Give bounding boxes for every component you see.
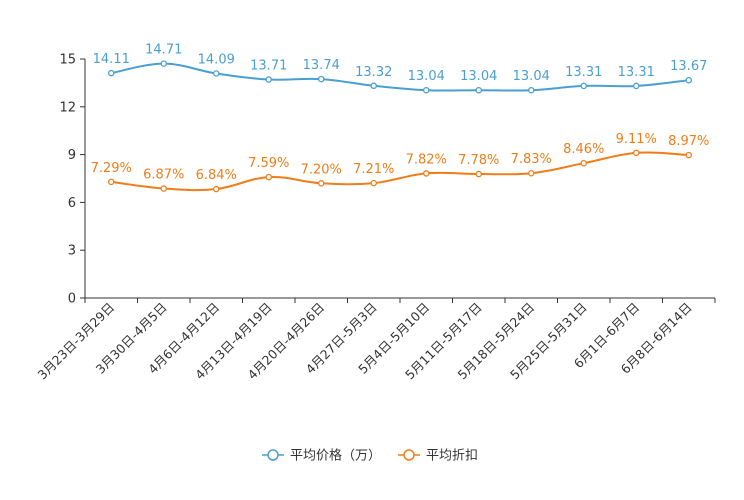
series-line-avg-discount xyxy=(111,151,689,192)
data-label: 7.82% xyxy=(406,152,447,167)
data-point[interactable] xyxy=(580,82,588,90)
data-point[interactable] xyxy=(370,82,377,90)
data-point[interactable] xyxy=(265,173,272,181)
data-point[interactable] xyxy=(685,151,693,159)
data-label: 13.31 xyxy=(618,65,655,80)
legend-label[interactable]: 平均价格（万） xyxy=(290,448,381,464)
data-label: 13.04 xyxy=(408,69,445,84)
data-label: 7.59% xyxy=(248,156,289,171)
data-label: 13.67 xyxy=(670,59,707,74)
data-point[interactable] xyxy=(475,170,482,178)
y-tick-label: 15 xyxy=(59,53,76,68)
data-label: 14.09 xyxy=(198,52,235,67)
data-label: 7.83% xyxy=(511,152,552,167)
data-label: 13.74 xyxy=(303,58,340,73)
data-point[interactable] xyxy=(422,170,430,177)
y-tick-label: 12 xyxy=(59,100,76,115)
data-label: 7.20% xyxy=(301,162,342,177)
data-label: 13.04 xyxy=(513,69,550,84)
data-label: 13.04 xyxy=(460,69,497,84)
data-point[interactable] xyxy=(108,178,115,186)
data-point[interactable] xyxy=(317,75,325,83)
data-point[interactable] xyxy=(685,76,693,84)
y-tick-label: 9 xyxy=(68,148,76,163)
data-label: 13.71 xyxy=(250,59,287,74)
data-point[interactable] xyxy=(212,185,220,193)
data-point[interactable] xyxy=(370,179,377,187)
data-point[interactable] xyxy=(633,82,640,90)
data-label: 8.97% xyxy=(668,134,709,149)
data-point[interactable] xyxy=(317,180,325,187)
data-point[interactable] xyxy=(475,86,482,94)
data-point[interactable] xyxy=(422,86,430,94)
y-tick-label: 6 xyxy=(68,196,76,211)
data-label: 9.11% xyxy=(616,132,657,147)
data-point[interactable] xyxy=(528,86,535,94)
data-label: 6.87% xyxy=(143,168,184,183)
data-label: 7.21% xyxy=(353,162,394,177)
legend-marker xyxy=(403,449,415,461)
data-point[interactable] xyxy=(265,76,272,83)
series-line-avg-price xyxy=(111,62,689,92)
data-label: 7.29% xyxy=(91,161,132,176)
data-point[interactable] xyxy=(212,70,220,77)
legend-label[interactable]: 平均折扣 xyxy=(426,449,478,464)
y-tick-label: 0 xyxy=(68,292,76,307)
data-point[interactable] xyxy=(528,169,535,177)
data-label: 13.32 xyxy=(355,65,392,80)
y-tick-label: 3 xyxy=(68,244,76,259)
data-point[interactable] xyxy=(633,149,640,157)
legend-marker xyxy=(267,449,279,461)
data-point[interactable] xyxy=(160,60,167,67)
data-label: 7.78% xyxy=(458,153,499,168)
data-point[interactable] xyxy=(580,159,588,167)
data-point[interactable] xyxy=(108,69,115,77)
data-label: 14.71 xyxy=(145,43,182,58)
data-label: 6.84% xyxy=(196,168,237,183)
data-label: 13.31 xyxy=(565,65,602,80)
data-label: 14.11 xyxy=(93,52,130,67)
data-label: 8.46% xyxy=(563,142,604,157)
data-point[interactable] xyxy=(160,185,167,192)
